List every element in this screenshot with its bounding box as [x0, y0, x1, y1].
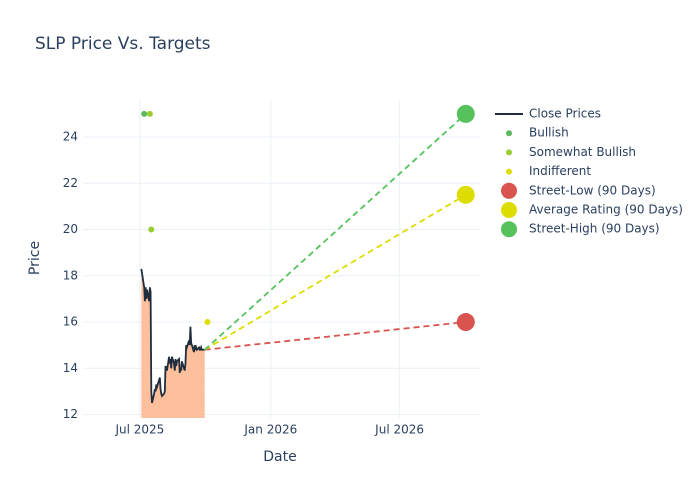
y-tick-label: 24 [63, 130, 78, 144]
legend-swatch [501, 221, 517, 238]
legend-label: Indifferent [529, 164, 591, 178]
y-tick-label: 22 [63, 176, 78, 190]
legend-swatch [506, 168, 512, 175]
target-line [204, 194, 467, 351]
y-tick-label: 16 [63, 315, 78, 329]
target-line [204, 321, 466, 351]
legend-swatch [501, 202, 517, 218]
legend-label: Close Prices [529, 107, 601, 121]
legend-label: Bullish [529, 126, 569, 140]
y-axis-label: Price [27, 241, 43, 275]
legend-swatch [506, 130, 512, 137]
legend-swatch [506, 149, 512, 156]
target-marker [456, 185, 475, 204]
y-tick-label: 20 [63, 222, 78, 236]
x-tick-label: Jul 2025 [114, 423, 164, 437]
price-line [140, 268, 205, 404]
x-tick-label: Jan 2026 [243, 423, 297, 437]
legend-swatch [501, 182, 517, 199]
legend-label: Average Rating (90 Days) [529, 203, 683, 217]
legend-label: Somewhat Bullish [529, 145, 636, 159]
target-line [204, 113, 467, 351]
rating-dot [204, 319, 211, 326]
target-marker [456, 313, 475, 332]
x-tick-label: Jul 2026 [374, 423, 424, 437]
target-marker [456, 104, 475, 123]
legend-label: Street-High (90 Days) [529, 222, 660, 236]
y-tick-label: 12 [63, 407, 78, 421]
rating-dot [148, 226, 155, 233]
y-tick-label: 18 [63, 268, 78, 282]
y-tick-label: 14 [63, 361, 78, 375]
rating-dot [141, 110, 148, 117]
area [141, 268, 205, 418]
chart-title: SLP Price Vs. Targets [35, 34, 211, 54]
x-axis-label: Date [263, 449, 296, 465]
rating-dot [146, 110, 153, 117]
legend-label: Street-Low (90 Days) [529, 183, 656, 197]
